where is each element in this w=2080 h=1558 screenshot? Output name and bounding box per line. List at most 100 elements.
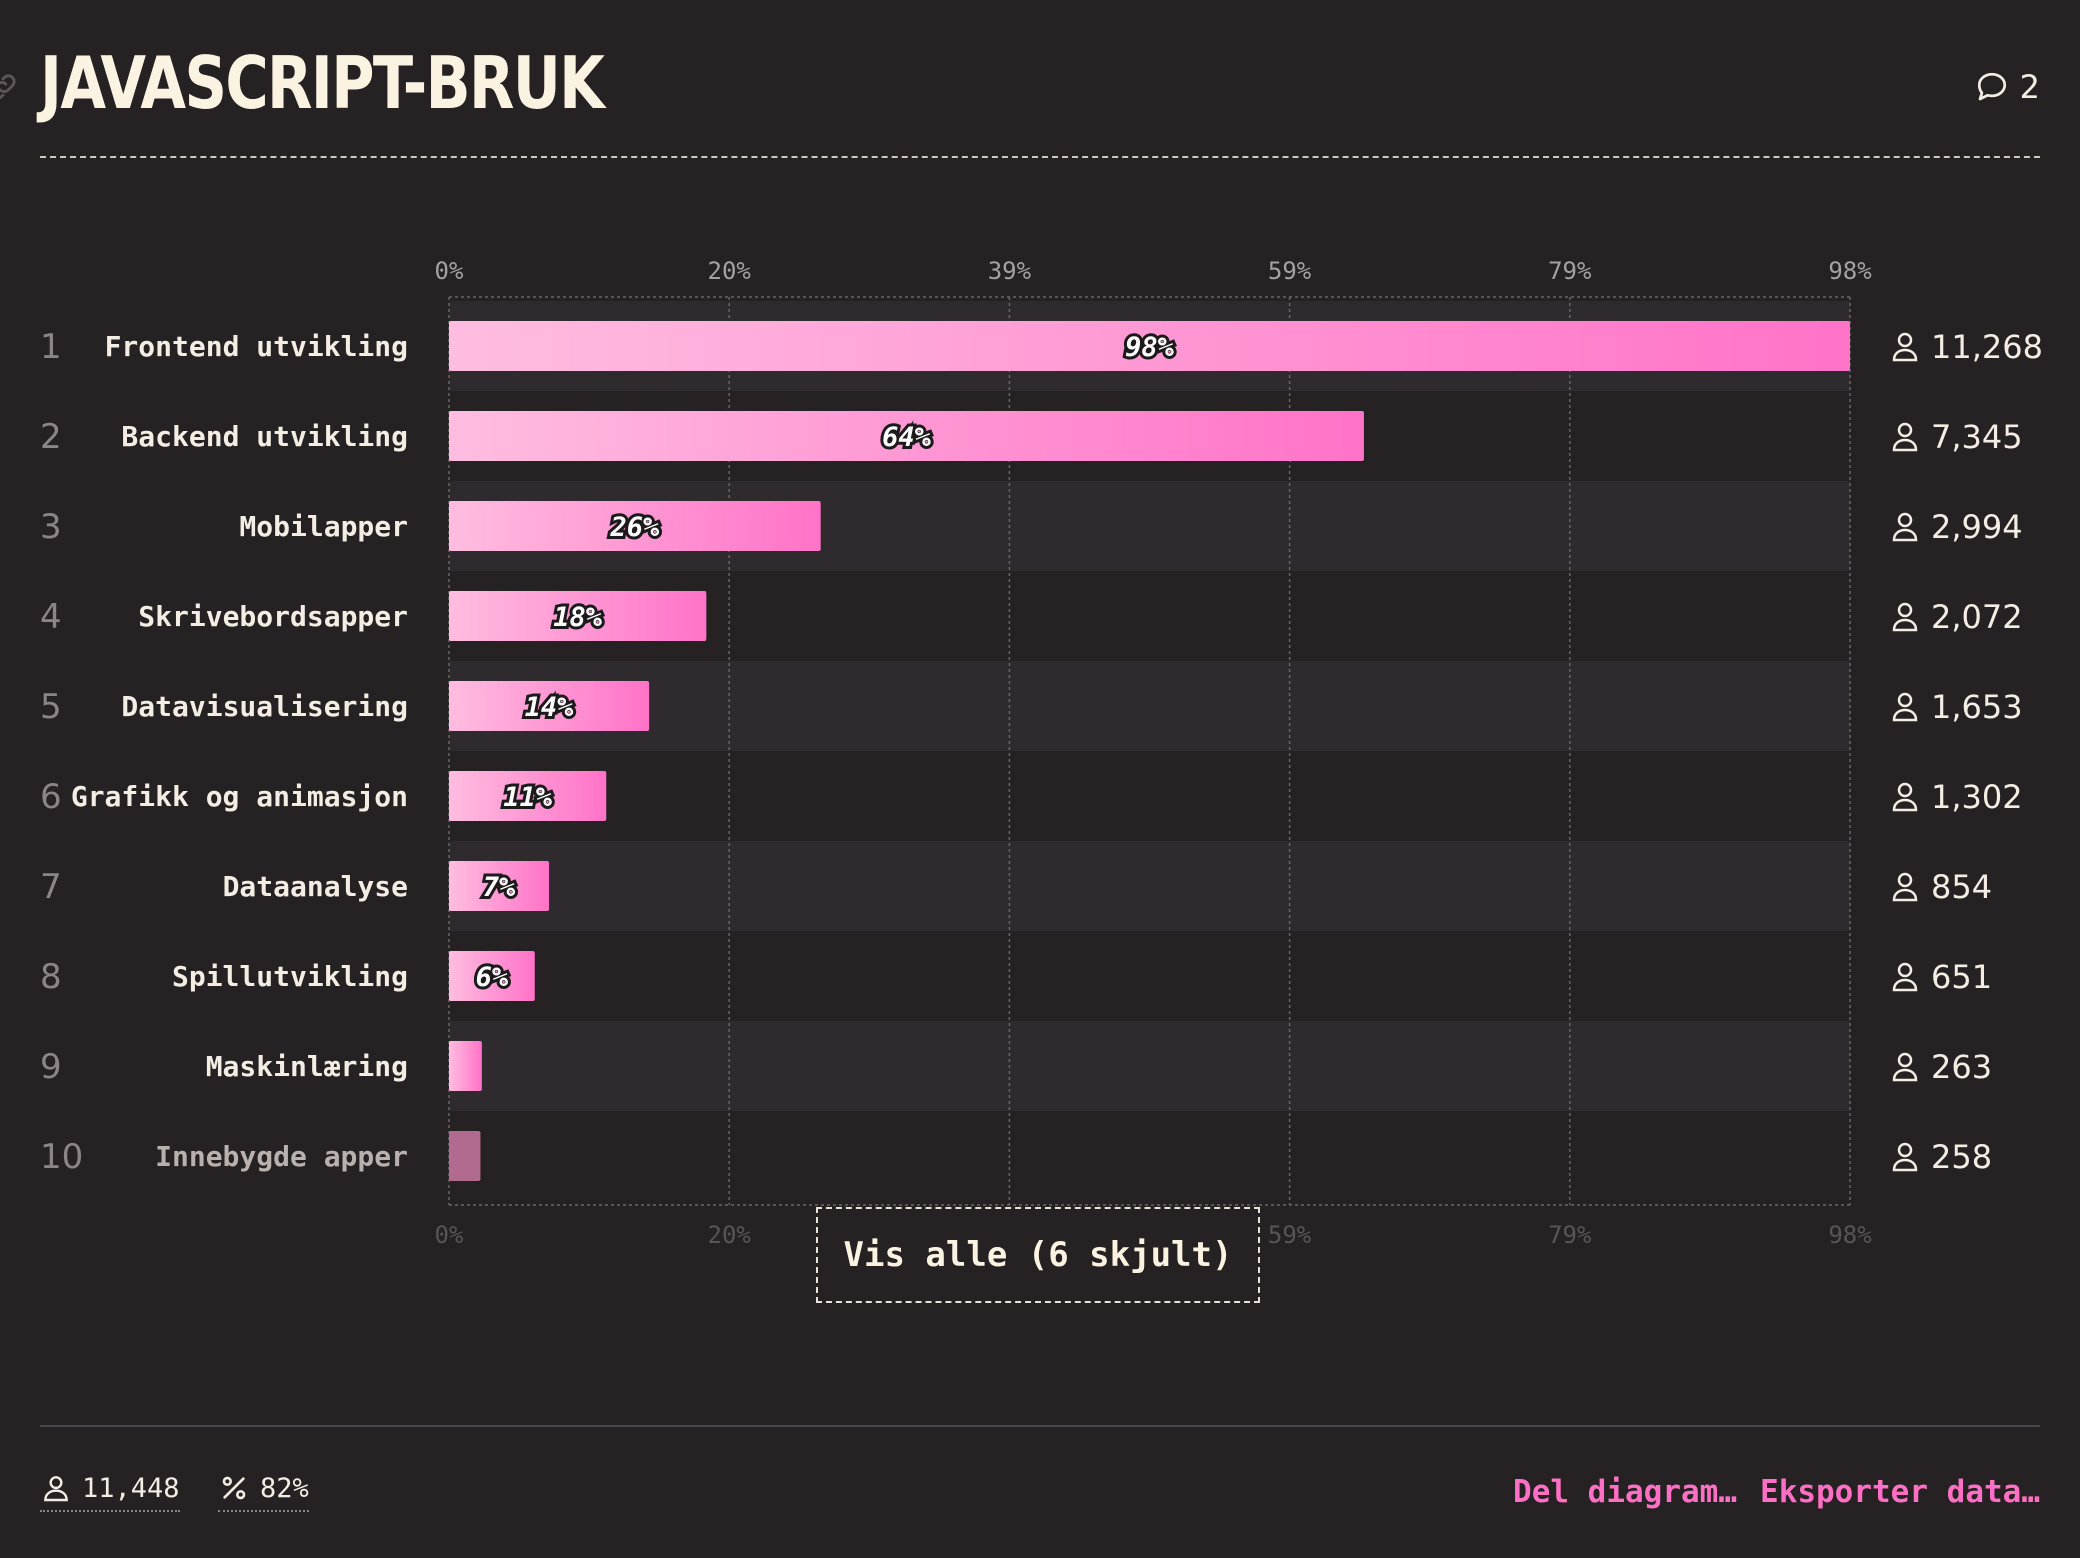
category-label: Mobilapper [239,510,408,543]
row-band [449,1111,1850,1201]
respondent-count: 1,302 [1931,778,2023,816]
person-icon-body [1892,888,1918,902]
category-label: Datavisualisering [121,690,408,723]
bar [449,861,550,911]
person-icon-body [1892,528,1918,542]
rank-number: 7 [40,867,62,907]
bar [449,1131,481,1181]
bar [449,411,1364,461]
person-icon-body [1892,1158,1918,1172]
respondents-stat[interactable]: 11,448 [40,1472,180,1512]
respondent-count: 2,072 [1931,598,2023,636]
row-band [449,751,1850,841]
value-label: 11% [503,782,553,813]
rank-number: 10 [40,1137,83,1177]
rank-number: 4 [40,597,62,637]
chart-row: 5 Datavisualisering 14% 1,653 [40,681,2023,731]
person-icon-body [1892,798,1918,812]
person-icon [1892,962,1918,992]
x-tick-label: 20% [708,257,752,285]
respondent-count: 7,345 [1931,418,2023,456]
person-icon-head [1897,692,1913,708]
rank-number: 1 [40,327,62,367]
x-tick-label-bottom: 59% [1268,1221,1312,1249]
rank-number: 9 [40,1047,62,1087]
chart-row: 7 Dataanalyse 7% 854 [40,861,1992,911]
x-tick-label: 0% [435,257,464,285]
person-icon [44,1476,68,1502]
person-icon [1892,1052,1918,1082]
title-divider [40,156,2040,158]
bar [449,681,650,731]
person-icon-head [1897,422,1913,438]
person-icon-body [1892,1068,1918,1082]
respondent-count: 263 [1931,1048,1992,1086]
person-icon-head [1897,782,1913,798]
respondent-count: 11,268 [1931,328,2043,366]
bar [449,1041,482,1091]
bar [449,771,607,821]
share-chart-link[interactable]: Del diagram… [1513,1474,1737,1510]
rank-number: 8 [40,957,62,997]
chart-row: 10 Innebygde apper 258 [40,1131,1992,1181]
bar [449,501,821,551]
person-icon-head [1897,602,1913,618]
show-all-button[interactable]: Vis alle (6 skjult) [816,1207,1260,1303]
person-icon-head [1897,1052,1913,1068]
rank-number: 2 [40,417,62,457]
category-label: Innebygde apper [155,1140,408,1173]
category-label: Frontend utvikling [105,330,408,363]
x-tick-label-bottom: 20% [708,1221,752,1249]
row-band [449,931,1850,1021]
rank-number: 3 [40,507,62,547]
person-icon-body [1892,978,1918,992]
x-tick-label-bottom: 0% [435,1221,464,1249]
value-label: 6% [476,962,509,993]
row-band [449,661,1850,751]
person-icon [1892,422,1918,452]
person-icon [1892,782,1918,812]
link-icon[interactable] [0,70,20,104]
person-icon-head [1897,332,1913,348]
person-icon-body [1892,438,1918,452]
category-label: Backend utvikling [121,420,408,453]
person-icon [1892,692,1918,722]
value-label: 7% [483,872,516,903]
percent-icon [222,1476,246,1500]
value-label: 26% [609,512,660,543]
respondent-count: 854 [1931,868,1992,906]
x-tick-label: 39% [988,257,1032,285]
rank-number: 6 [40,777,62,817]
person-icon [1892,1142,1918,1172]
category-label: Dataanalyse [223,870,408,903]
person-icon-head [1897,512,1913,528]
value-label: 18% [553,602,603,633]
person-icon [1892,512,1918,542]
respondents-count: 11,448 [82,1472,180,1504]
comments-count: 2 [2019,68,2040,106]
bar [449,321,1850,371]
chart-row: 1 Frontend utvikling 98% 11,268 [40,321,2043,371]
respondent-count: 1,653 [1931,688,2023,726]
person-icon [1892,872,1918,902]
chart-row: 2 Backend utvikling 64% 7,345 [40,411,2023,461]
category-label: Maskinlæring [206,1050,408,1083]
x-tick-label-bottom: 98% [1828,1221,1872,1249]
comments-button[interactable]: 2 [1974,68,2040,106]
bar [449,951,535,1001]
x-tick-label-bottom: 79% [1548,1221,1592,1249]
person-icon-body [1892,708,1918,722]
respondent-count: 651 [1931,958,1992,996]
chart-row: 6 Grafikk og animasjon 11% 1,302 [40,771,2023,821]
comment-icon [1977,72,2006,101]
footer-divider [40,1425,2040,1427]
person-icon-head [1897,962,1913,978]
export-data-link[interactable]: Eksporter data… [1760,1474,2040,1510]
chart-row: 8 Spillutvikling 6% 651 [40,951,1992,1001]
percent-stat[interactable]: 82% [218,1472,309,1512]
person-icon [1892,602,1918,632]
category-label: Spillutvikling [172,960,408,993]
chart-row: 4 Skrivebordsapper 18% 2,072 [40,591,2023,641]
respondent-count: 258 [1931,1138,1992,1176]
